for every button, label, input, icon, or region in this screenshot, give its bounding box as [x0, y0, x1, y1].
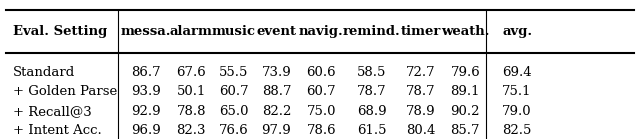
Text: 82.2: 82.2: [262, 105, 291, 118]
Text: alarm: alarm: [170, 25, 212, 39]
Text: 85.7: 85.7: [451, 124, 480, 137]
Text: messa.: messa.: [121, 25, 171, 39]
Text: 73.9: 73.9: [262, 66, 291, 79]
Text: event: event: [257, 25, 296, 39]
Text: 78.7: 78.7: [406, 85, 435, 98]
Text: weath.: weath.: [441, 25, 490, 39]
Text: 93.9: 93.9: [131, 85, 161, 98]
Text: Standard: Standard: [13, 66, 75, 79]
Text: 92.9: 92.9: [131, 105, 161, 118]
Text: 67.6: 67.6: [177, 66, 206, 79]
Text: 65.0: 65.0: [219, 105, 248, 118]
Text: 75.1: 75.1: [502, 85, 532, 98]
Text: 60.6: 60.6: [307, 66, 336, 79]
Text: + Recall@3: + Recall@3: [13, 105, 92, 118]
Text: 61.5: 61.5: [357, 124, 387, 137]
Text: Eval. Setting: Eval. Setting: [13, 25, 107, 39]
Text: + Intent Acc.: + Intent Acc.: [13, 124, 102, 137]
Text: 78.7: 78.7: [357, 85, 387, 98]
Text: 68.9: 68.9: [357, 105, 387, 118]
Text: 82.3: 82.3: [177, 124, 206, 137]
Text: avg.: avg.: [502, 25, 532, 39]
Text: 76.6: 76.6: [219, 124, 248, 137]
Text: 89.1: 89.1: [451, 85, 480, 98]
Text: 78.8: 78.8: [177, 105, 206, 118]
Text: 97.9: 97.9: [262, 124, 291, 137]
Text: music: music: [212, 25, 255, 39]
Text: + Golden Parse: + Golden Parse: [13, 85, 117, 98]
Text: 79.0: 79.0: [502, 105, 532, 118]
Text: 86.7: 86.7: [131, 66, 161, 79]
Text: 58.5: 58.5: [357, 66, 387, 79]
Text: 90.2: 90.2: [451, 105, 480, 118]
Text: navig.: navig.: [299, 25, 344, 39]
Text: 88.7: 88.7: [262, 85, 291, 98]
Text: 96.9: 96.9: [131, 124, 161, 137]
Text: remind.: remind.: [343, 25, 401, 39]
Text: 79.6: 79.6: [451, 66, 480, 79]
Text: 80.4: 80.4: [406, 124, 435, 137]
Text: 55.5: 55.5: [219, 66, 248, 79]
Text: 60.7: 60.7: [307, 85, 336, 98]
Text: 60.7: 60.7: [219, 85, 248, 98]
Text: 72.7: 72.7: [406, 66, 435, 79]
Text: 69.4: 69.4: [502, 66, 532, 79]
Text: timer: timer: [400, 25, 441, 39]
Text: 50.1: 50.1: [177, 85, 206, 98]
Text: 78.6: 78.6: [307, 124, 336, 137]
Text: 82.5: 82.5: [502, 124, 532, 137]
Text: 78.9: 78.9: [406, 105, 435, 118]
Text: 75.0: 75.0: [307, 105, 336, 118]
